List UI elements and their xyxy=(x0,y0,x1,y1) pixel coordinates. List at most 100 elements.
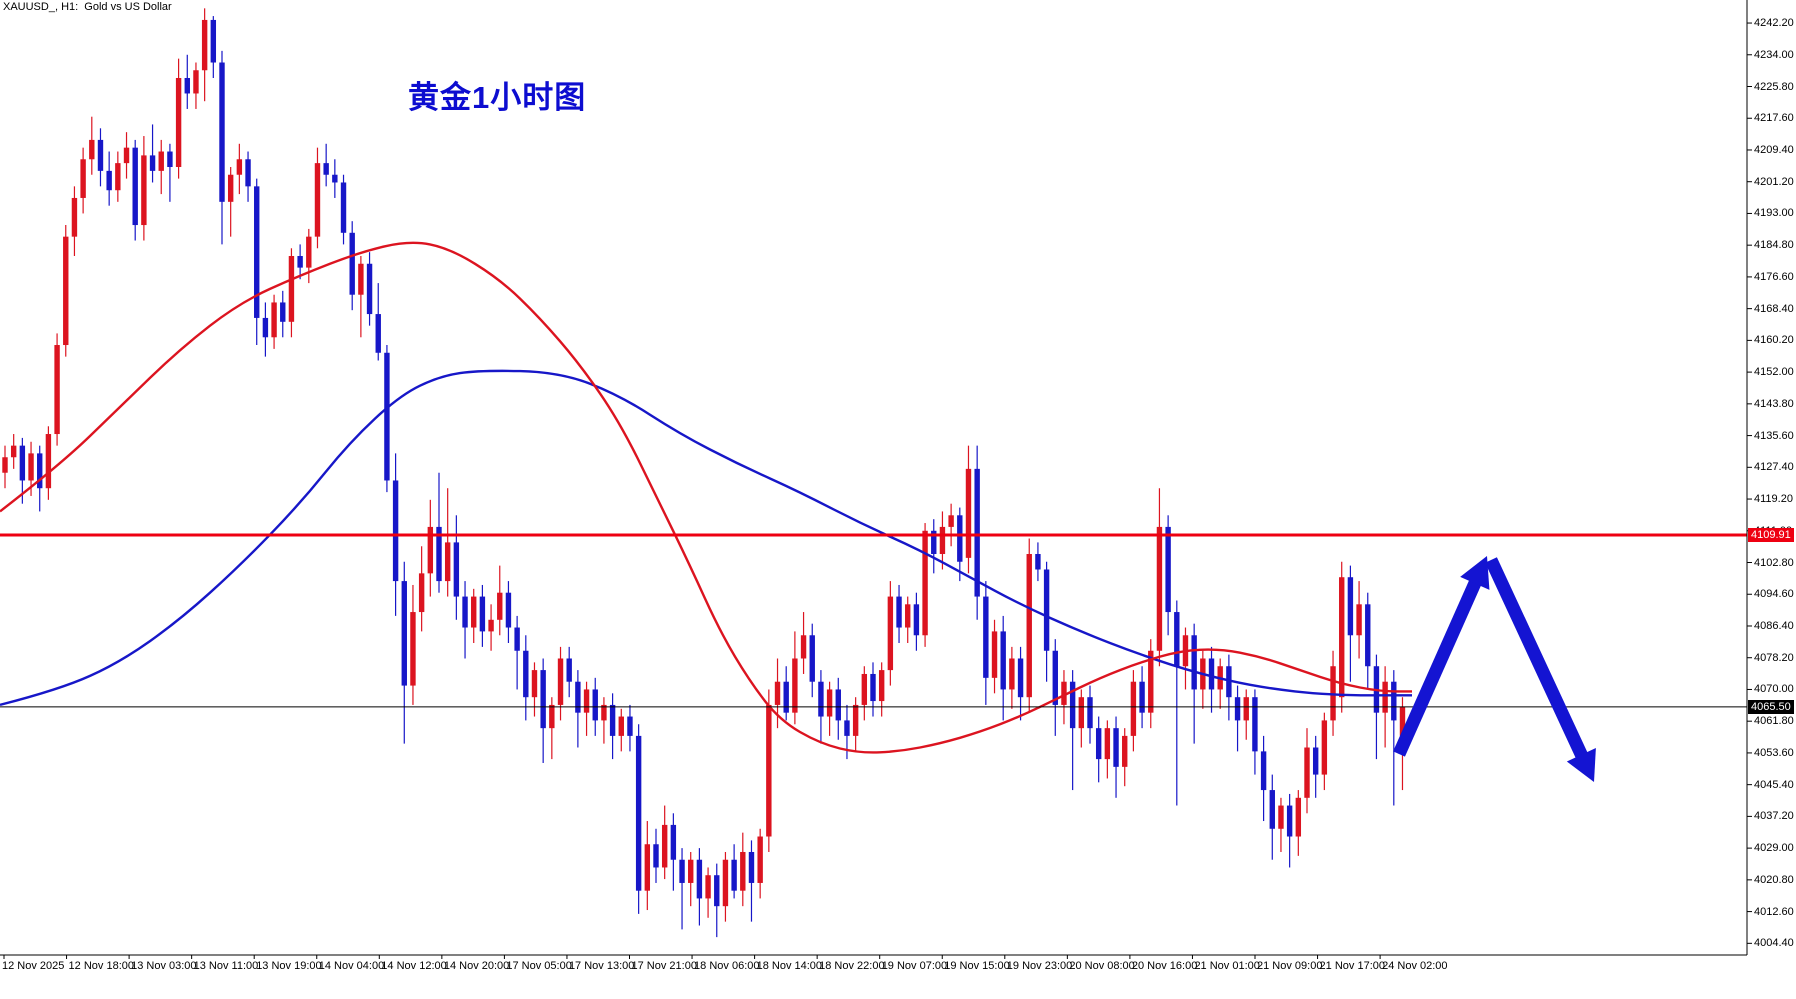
time-axis-label: 12 Nov 2025 xyxy=(2,960,65,972)
bull-candle xyxy=(722,851,729,922)
bull-candle xyxy=(1356,581,1362,659)
bull-candle xyxy=(115,151,121,202)
bull-candle xyxy=(965,445,972,574)
bear-candle xyxy=(97,128,104,187)
bear-candle xyxy=(1234,685,1241,752)
price-axis-label: 4160.20 xyxy=(1754,334,1794,347)
bull-candle xyxy=(757,828,763,899)
bull-candle xyxy=(688,851,694,907)
bull-candle xyxy=(314,147,321,249)
price-axis-label: 4225.80 xyxy=(1754,80,1794,93)
bear-candle xyxy=(1260,735,1267,822)
bear-candle xyxy=(245,151,251,202)
bull-candle xyxy=(71,186,78,257)
bull-candle xyxy=(271,294,277,349)
forecast-arrow-annotation[interactable] xyxy=(1393,556,1596,782)
bear-candle xyxy=(1095,716,1102,783)
bull-candle xyxy=(2,445,8,489)
bear-candle xyxy=(1252,689,1258,775)
bear-candle xyxy=(983,581,989,705)
bear-candle xyxy=(349,221,355,311)
bull-candle xyxy=(488,604,494,651)
bull-candle xyxy=(227,167,234,237)
time-axis-label: 12 Nov 18:00 xyxy=(68,960,134,972)
bull-candle xyxy=(236,143,243,195)
bear-candle xyxy=(974,445,980,620)
bear-candle xyxy=(384,345,390,493)
price-axis-label: 4119.20 xyxy=(1754,493,1793,506)
bear-candle xyxy=(1052,639,1058,736)
bull-candle xyxy=(792,631,798,725)
price-axis-label: 4020.80 xyxy=(1754,873,1794,886)
bull-candle xyxy=(410,584,416,705)
bull-candle xyxy=(922,523,928,647)
bear-candle xyxy=(1286,793,1293,868)
slow-ma-line xyxy=(0,369,1412,707)
bull-candle xyxy=(80,147,86,214)
time-axis-label: 17 Nov 13:00 xyxy=(568,960,635,972)
bear-candle xyxy=(323,143,329,187)
time-axis-label: 13 Nov 03:00 xyxy=(131,960,197,972)
bear-candle xyxy=(913,592,920,651)
bear-candle xyxy=(1087,685,1093,744)
bull-candle xyxy=(141,136,147,241)
bear-candle xyxy=(523,635,529,721)
bid-price-tag: 4065.50 xyxy=(1748,699,1794,714)
bear-candle xyxy=(340,174,347,245)
time-axis-label: 19 Nov 07:00 xyxy=(881,960,948,972)
bear-candle xyxy=(366,252,373,326)
bear-candle xyxy=(575,670,581,748)
price-axis-label: 4029.00 xyxy=(1754,842,1794,855)
time-axis-label: 19 Nov 23:00 xyxy=(1006,960,1073,972)
price-axis-label: 4209.40 xyxy=(1754,143,1794,156)
bull-candle xyxy=(852,697,859,752)
bear-candle xyxy=(714,863,720,938)
bear-candle xyxy=(609,693,616,760)
bull-candle xyxy=(175,58,182,179)
bull-candle xyxy=(826,681,833,736)
bear-candle xyxy=(896,584,902,644)
bear-candle xyxy=(479,584,486,647)
bear-candle xyxy=(167,143,173,202)
bull-candle xyxy=(1078,689,1085,748)
bull-candle xyxy=(1217,658,1223,709)
bear-candle xyxy=(635,724,642,914)
bull-candle xyxy=(1130,670,1137,752)
bear-candle xyxy=(1017,646,1024,721)
bear-candle xyxy=(1191,623,1197,744)
bear-candle xyxy=(1043,561,1050,682)
price-axis-label: 4102.80 xyxy=(1754,556,1794,569)
bull-candle xyxy=(878,662,885,717)
time-axis-label: 17 Nov 21:00 xyxy=(631,960,697,972)
price-axis-label: 4086.40 xyxy=(1754,619,1794,632)
bull-candle xyxy=(549,697,555,760)
price-axis-label: 4061.80 xyxy=(1754,715,1794,728)
bear-candle xyxy=(1347,565,1354,682)
bull-candle xyxy=(1278,797,1284,852)
bear-candle xyxy=(149,124,156,183)
bear-candle xyxy=(627,704,633,752)
bull-candle xyxy=(306,228,312,284)
price-axis-label: 4037.20 xyxy=(1754,810,1794,823)
bear-candle xyxy=(106,151,112,206)
price-axis-label: 4070.00 xyxy=(1754,683,1794,696)
price-axis-label: 4152.00 xyxy=(1754,366,1794,379)
price-axis-label: 4053.60 xyxy=(1754,746,1794,759)
bull-candle xyxy=(1339,561,1345,713)
time-axis-label: 17 Nov 05:00 xyxy=(506,960,572,972)
fast-ma-line xyxy=(0,241,1412,754)
bear-candle xyxy=(835,677,841,740)
bear-candle xyxy=(870,662,876,717)
price-axis-label: 4242.20 xyxy=(1754,17,1794,30)
bear-candle xyxy=(731,844,737,899)
bull-candle xyxy=(1200,650,1206,709)
bear-candle xyxy=(670,813,677,891)
bear-candle xyxy=(1000,615,1006,721)
bear-candle xyxy=(514,615,520,690)
bull-candle xyxy=(158,139,164,195)
bull-candle xyxy=(583,681,590,736)
bull-candle xyxy=(63,225,69,357)
bear-candle xyxy=(1139,666,1145,729)
price-axis-label: 4143.80 xyxy=(1754,397,1794,410)
